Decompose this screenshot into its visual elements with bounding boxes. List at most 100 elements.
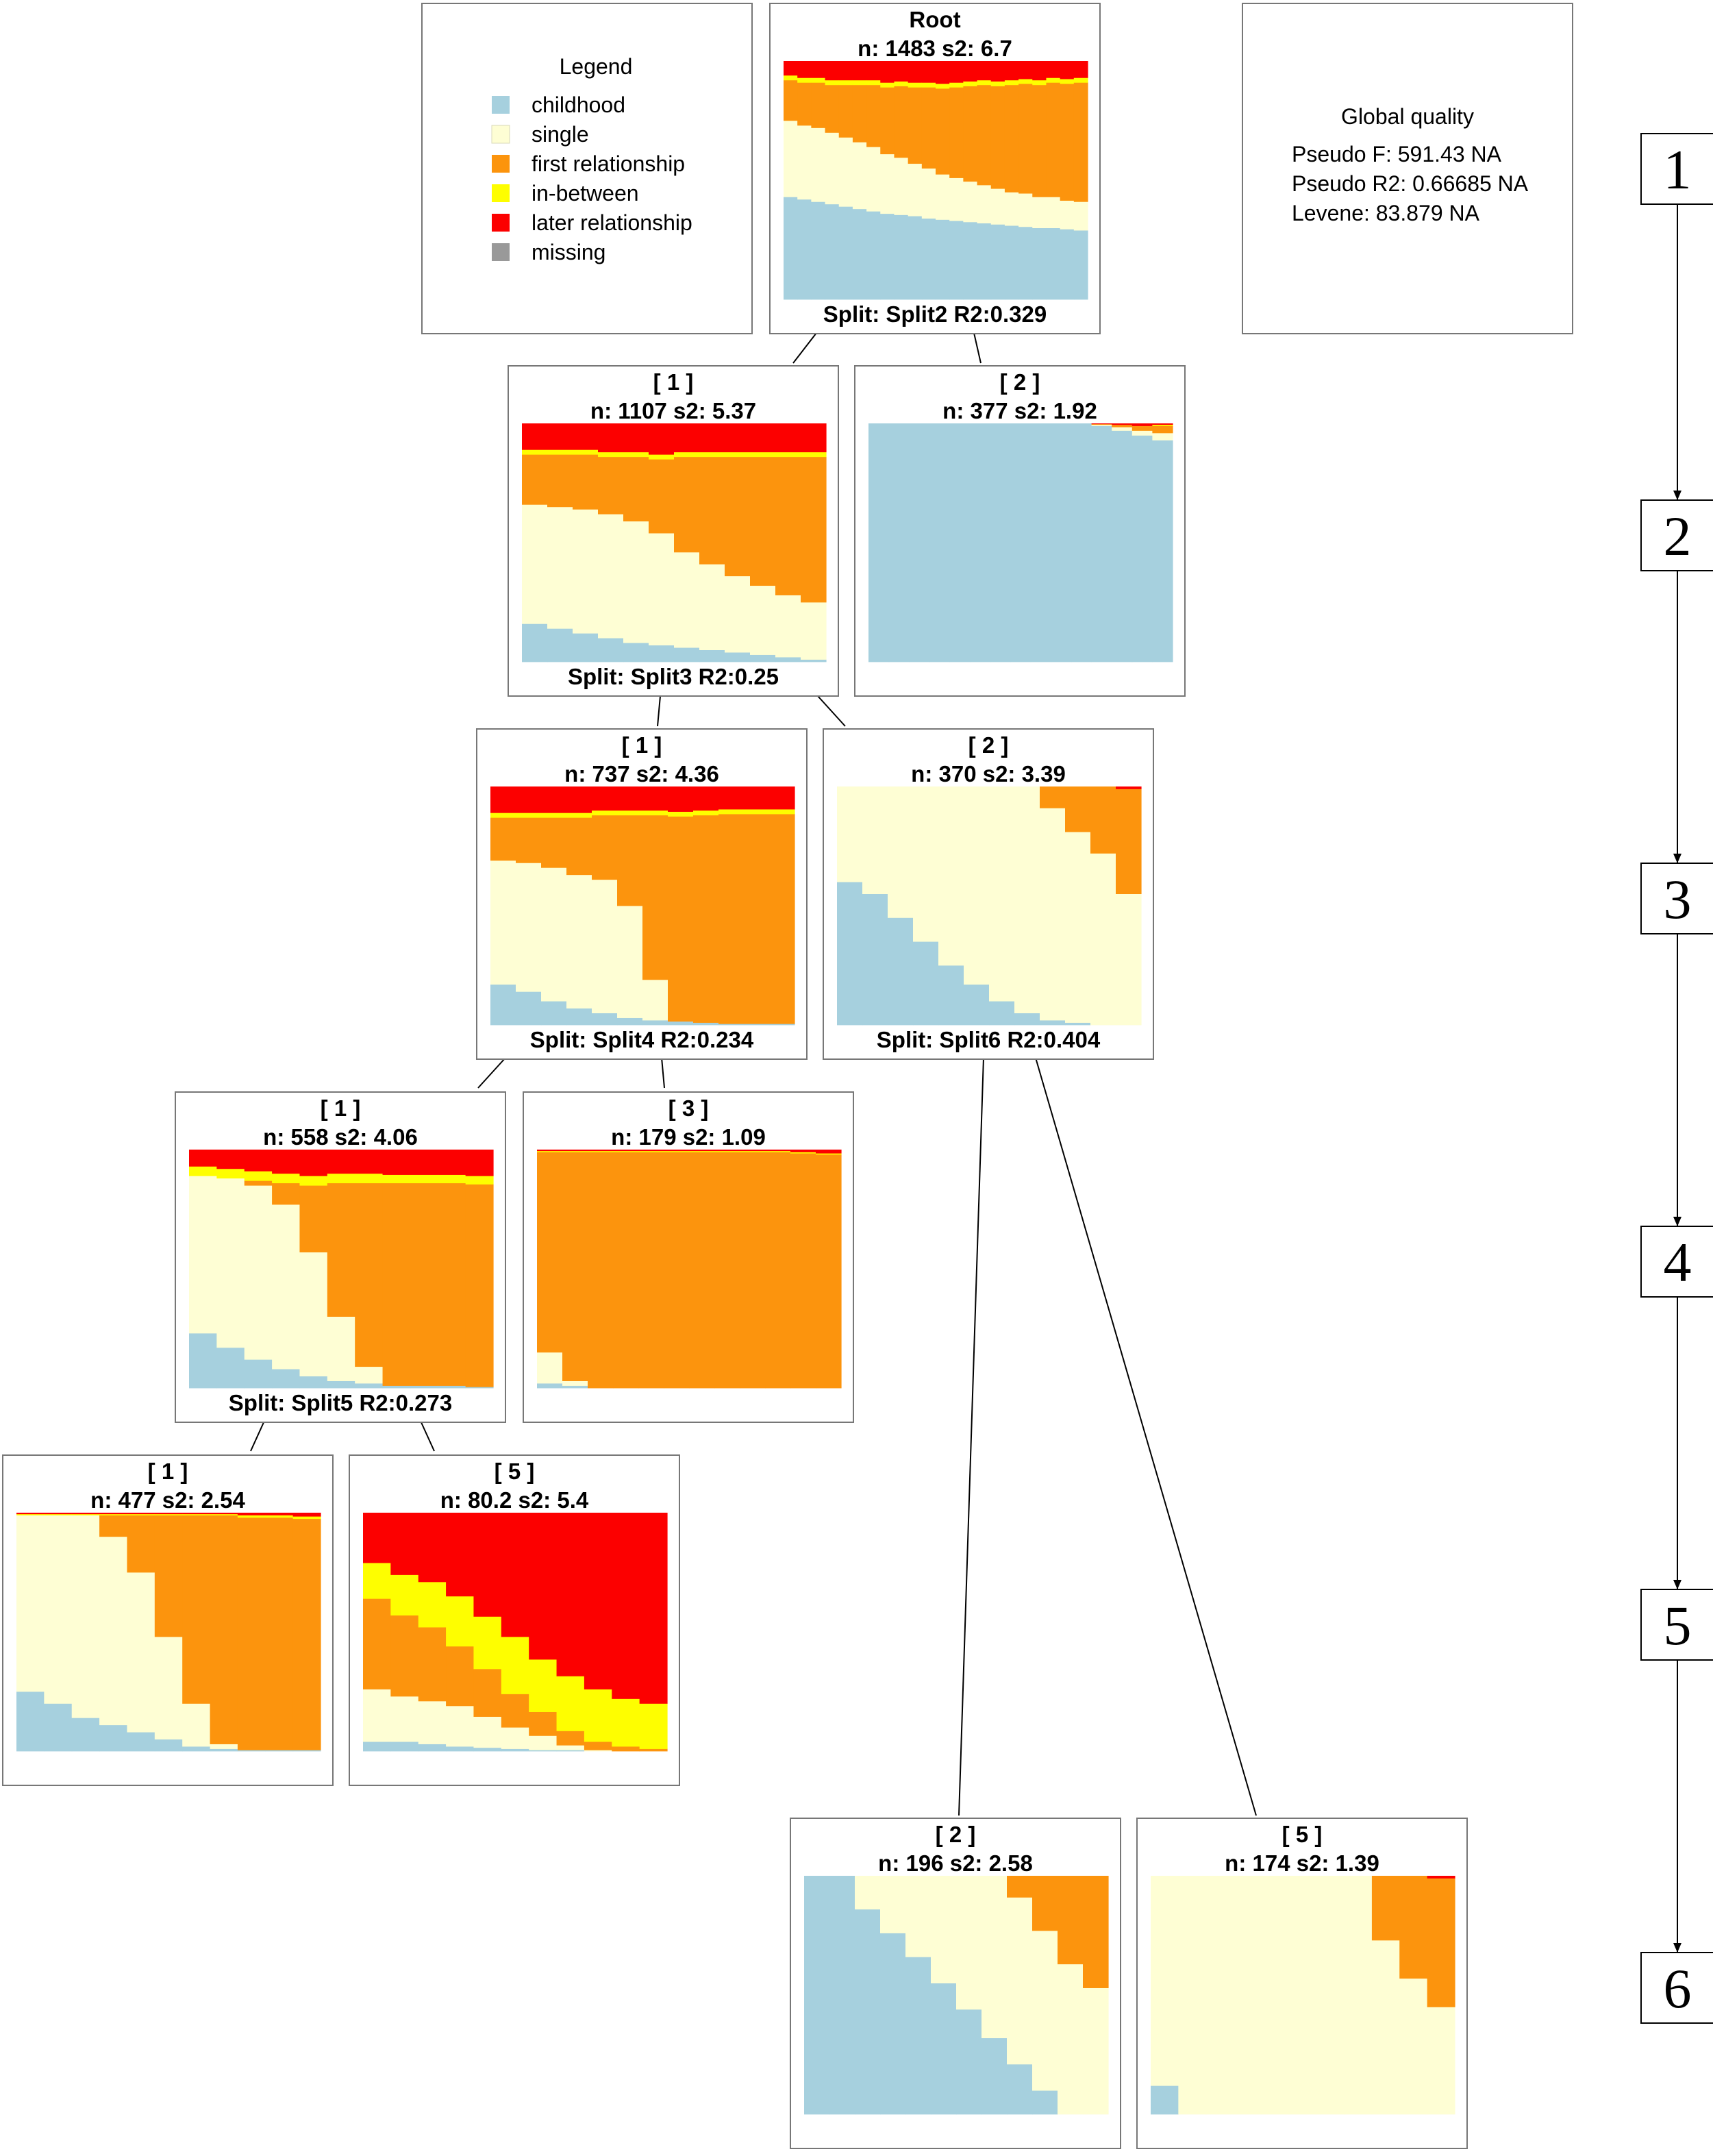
legend-label-later-relationship: later relationship bbox=[532, 210, 692, 235]
bar-segment-single bbox=[16, 1515, 45, 1692]
bar-segment-in-between bbox=[562, 1150, 588, 1152]
bar-segment-first-relationship bbox=[769, 814, 795, 1024]
tree-node-n2a: [ 1 ] n: 1107 s2: 5.37 Split: Split3 R2:0.… bbox=[508, 365, 839, 697]
bar-segment-single bbox=[490, 860, 516, 985]
state-distribution-chart bbox=[804, 1876, 1109, 2115]
tree-edges bbox=[250, 332, 1257, 1816]
bar-segment-single bbox=[1091, 424, 1112, 426]
bar-segment-in-between bbox=[936, 84, 950, 89]
bar-segment-in-between bbox=[775, 451, 801, 458]
bar-segment-first-relationship bbox=[584, 1742, 612, 1750]
tree-node-root: Root n: 1483 s2: 6.7 Split: Split2 R2:0.32… bbox=[769, 3, 1101, 334]
bar-segment-in-between bbox=[693, 810, 719, 816]
bar-segment-childhood bbox=[1131, 435, 1153, 662]
bar-segment-first-relationship bbox=[1399, 1876, 1428, 1979]
bar-segment-in-between bbox=[592, 810, 618, 816]
bar-segment-in-between bbox=[921, 82, 936, 88]
bar-segment-childhood bbox=[990, 423, 1011, 662]
bar-segment-first-relationship bbox=[588, 1152, 614, 1389]
bar-segment-first-relationship bbox=[99, 1515, 128, 1537]
bar-segment-later-relationship bbox=[71, 1513, 100, 1515]
level-box-4 bbox=[1640, 1226, 1713, 1298]
bar-segment-later-relationship bbox=[1152, 423, 1173, 425]
bar-segment-single bbox=[1399, 1978, 1428, 2115]
bar-segment-childhood bbox=[981, 2037, 1008, 2115]
bar-segment-single bbox=[547, 506, 573, 629]
bar-segment-single bbox=[1018, 193, 1033, 227]
bar-segment-in-between bbox=[418, 1581, 447, 1628]
bar-segment-first-relationship bbox=[1073, 82, 1088, 202]
bar-segment-first-relationship bbox=[299, 1185, 328, 1253]
bar-segment-childhood bbox=[490, 984, 516, 1026]
level-label-2: 2 bbox=[1664, 505, 1692, 567]
bar-segment-in-between bbox=[154, 1513, 183, 1515]
legend-swatch-first-relationship bbox=[492, 155, 510, 173]
bar-segment-later-relationship bbox=[438, 1150, 466, 1175]
node-stats: n: 1483 s2: 6.7 bbox=[858, 36, 1012, 61]
bar-segment-later-relationship bbox=[44, 1513, 73, 1515]
bar-segment-single bbox=[1371, 1940, 1400, 2115]
bar-segment-in-between bbox=[797, 77, 812, 83]
bar-segment-first-relationship bbox=[438, 1182, 466, 1386]
bar-segment-in-between bbox=[949, 82, 964, 88]
bar-segment-childhood bbox=[390, 1742, 419, 1752]
bar-segment-first-relationship bbox=[1046, 82, 1061, 197]
bar-segment-later-relationship bbox=[1004, 61, 1019, 81]
edge-n3a-n4b bbox=[661, 1057, 665, 1089]
state-distribution-chart bbox=[363, 1513, 668, 1752]
bar-segment-in-between bbox=[382, 1174, 411, 1184]
bar-segment-later-relationship bbox=[154, 1513, 183, 1515]
bar-segment-first-relationship bbox=[516, 817, 542, 863]
tree-node-n3b: [ 2 ] n: 370 s2: 3.39 Split: Split6 R2:0.4… bbox=[823, 728, 1154, 1060]
bar-segment-single bbox=[913, 786, 939, 942]
bar-segment-first-relationship bbox=[825, 84, 840, 133]
bar-segment-in-between bbox=[584, 1689, 612, 1742]
bar-segment-single bbox=[956, 1876, 982, 2010]
bar-segment-childhood bbox=[216, 1347, 245, 1389]
bar-segment-later-relationship bbox=[1112, 423, 1133, 425]
bar-segment-childhood bbox=[44, 1703, 73, 1752]
bar-segment-first-relationship bbox=[1032, 1876, 1058, 1931]
tree-node-n5b: [ 5 ] n: 80.2 s2: 5.4 bbox=[349, 1454, 680, 1786]
bar-segment-later-relationship bbox=[272, 1150, 301, 1174]
bar-segment-childhood bbox=[71, 1718, 100, 1752]
bar-segment-first-relationship bbox=[1371, 1876, 1400, 1941]
node-title: [ 5 ] bbox=[1282, 1822, 1323, 1847]
tree-node-n4a: [ 1 ] n: 558 s2: 4.06 Split: Split5 R2:0.2… bbox=[175, 1091, 506, 1423]
bar-segment-first-relationship bbox=[744, 814, 770, 1024]
bar-segment-single bbox=[529, 1735, 558, 1750]
bar-segment-later-relationship bbox=[613, 1150, 639, 1152]
bar-segment-in-between bbox=[363, 1563, 391, 1599]
bar-segment-in-between bbox=[790, 1152, 816, 1154]
bar-segment-in-between bbox=[573, 449, 599, 455]
legend-swatch-later-relationship bbox=[492, 214, 510, 232]
bar-segment-single bbox=[1040, 808, 1066, 1021]
node-split-label: Split: Split3 R2:0.25 bbox=[568, 664, 779, 689]
bar-segment-first-relationship bbox=[390, 1615, 419, 1697]
bar-segment-single bbox=[1178, 1876, 1207, 2115]
bar-segment-in-between bbox=[811, 77, 826, 83]
bar-segment-single bbox=[556, 1745, 585, 1750]
bar-segment-childhood bbox=[617, 1017, 643, 1026]
bar-segment-single bbox=[981, 1876, 1008, 2039]
edge-n2a-n3b bbox=[817, 695, 846, 727]
bar-segment-later-relationship bbox=[244, 1150, 273, 1172]
bar-segment-in-between bbox=[588, 1150, 614, 1152]
bar-segment-later-relationship bbox=[765, 1150, 791, 1152]
bar-segment-in-between bbox=[410, 1174, 438, 1184]
bar-segment-single bbox=[1427, 2007, 1455, 2115]
bar-segment-single bbox=[473, 1716, 502, 1748]
bar-segment-in-between bbox=[1004, 79, 1019, 86]
bar-segment-single bbox=[880, 153, 895, 214]
bar-segment-childhood bbox=[1071, 423, 1092, 662]
bar-segment-childhood bbox=[623, 643, 649, 662]
bar-segment-childhood bbox=[465, 1387, 494, 1389]
bar-segment-later-relationship bbox=[852, 61, 867, 81]
bar-segment-later-relationship bbox=[410, 1150, 438, 1175]
bar-segment-in-between bbox=[99, 1513, 128, 1515]
bar-segment-in-between bbox=[880, 82, 895, 88]
bar-segment-in-between bbox=[537, 1150, 563, 1152]
bar-segment-in-between bbox=[725, 451, 751, 458]
bar-segment-childhood bbox=[154, 1739, 183, 1752]
bar-segment-childhood bbox=[908, 216, 923, 300]
